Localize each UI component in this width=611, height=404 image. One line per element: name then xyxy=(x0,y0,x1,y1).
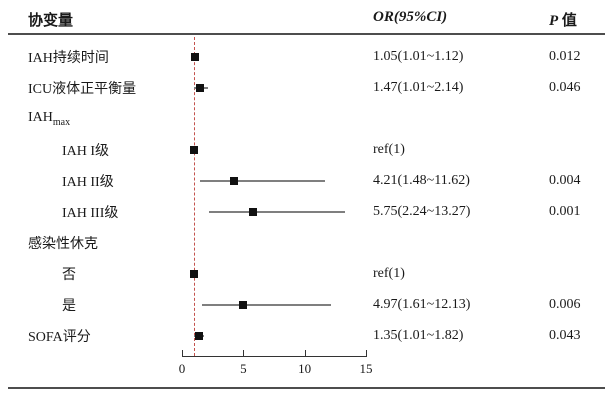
or-ci-value: 1.47(1.01~2.14) xyxy=(373,80,464,95)
covariate-column-header: 协变量 xyxy=(28,13,74,29)
ci-whisker xyxy=(200,180,325,182)
x-axis-tick-label: 0 xyxy=(178,361,186,376)
forest-marker xyxy=(194,332,203,340)
row-label: IAH I级 xyxy=(62,144,110,159)
or-ci-value: ref(1) xyxy=(373,142,405,157)
p-value: 0.046 xyxy=(549,80,581,95)
row-label-group: IAHmax xyxy=(28,110,71,128)
p-value-column-header: P 值 xyxy=(549,9,577,30)
x-axis-line xyxy=(182,356,367,357)
or-ci-value: 1.35(1.01~1.82) xyxy=(373,328,464,343)
forest-marker xyxy=(248,208,257,216)
x-axis-tick xyxy=(182,350,183,356)
p-header-italic: P xyxy=(549,13,559,29)
x-axis-tick-label: 10 xyxy=(298,361,312,376)
forest-marker xyxy=(190,146,199,154)
ci-whisker xyxy=(201,304,331,306)
bottom-rule xyxy=(8,387,605,389)
forest-marker xyxy=(196,84,205,92)
p-value: 0.043 xyxy=(549,328,581,343)
row-label-group: 感染性休克 xyxy=(28,237,98,252)
x-axis-tick-label: 15 xyxy=(359,361,373,376)
reference-line xyxy=(194,37,196,356)
p-value: 0.004 xyxy=(549,173,581,188)
or-ci-value: 5.75(2.24~13.27) xyxy=(373,204,471,219)
p-value: 0.012 xyxy=(549,49,581,64)
row-label: 是 xyxy=(62,299,76,314)
x-axis-tick-label: 5 xyxy=(240,361,247,376)
p-header-rest: 值 xyxy=(558,13,577,29)
x-axis-tick xyxy=(243,350,245,356)
row-label: 否 xyxy=(62,268,76,283)
forest-marker xyxy=(190,53,199,61)
forest-marker xyxy=(190,270,199,278)
row-label-subscript: max xyxy=(52,116,71,128)
or-ci-value: 4.97(1.61~12.13) xyxy=(373,297,471,312)
top-rule xyxy=(8,33,605,35)
x-axis-tick xyxy=(304,350,306,356)
row-label: IAH II级 xyxy=(62,175,114,190)
forest-marker xyxy=(238,301,247,309)
or-ci-column-header: OR(95%CI) xyxy=(373,9,448,25)
or-ci-value: ref(1) xyxy=(373,266,405,281)
or-ci-value: 1.05(1.01~1.12) xyxy=(373,49,464,64)
x-axis-tick xyxy=(366,350,367,356)
ci-whisker xyxy=(209,211,345,213)
or-ci-value: 4.21(1.48~11.62) xyxy=(373,173,470,188)
row-label: ICU液体正平衡量 xyxy=(28,82,137,97)
row-label: SOFA评分 xyxy=(28,330,91,345)
forest-marker xyxy=(229,177,238,185)
p-value: 0.001 xyxy=(549,204,581,219)
row-label: IAH持续时间 xyxy=(28,51,109,66)
row-label: IAH III级 xyxy=(62,206,119,221)
p-value: 0.006 xyxy=(549,297,581,312)
